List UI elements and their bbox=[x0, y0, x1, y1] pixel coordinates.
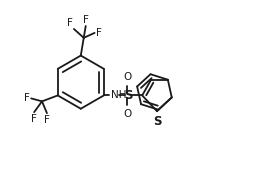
Text: NH: NH bbox=[111, 90, 126, 100]
Text: F: F bbox=[83, 15, 89, 25]
Text: F: F bbox=[24, 93, 30, 103]
Text: F: F bbox=[44, 115, 50, 125]
Text: S: S bbox=[124, 89, 133, 102]
Text: F: F bbox=[67, 18, 73, 28]
Text: F: F bbox=[31, 114, 37, 124]
Text: S: S bbox=[153, 115, 161, 128]
Text: O: O bbox=[123, 72, 131, 82]
Text: O: O bbox=[123, 109, 131, 119]
Text: F: F bbox=[96, 28, 101, 38]
